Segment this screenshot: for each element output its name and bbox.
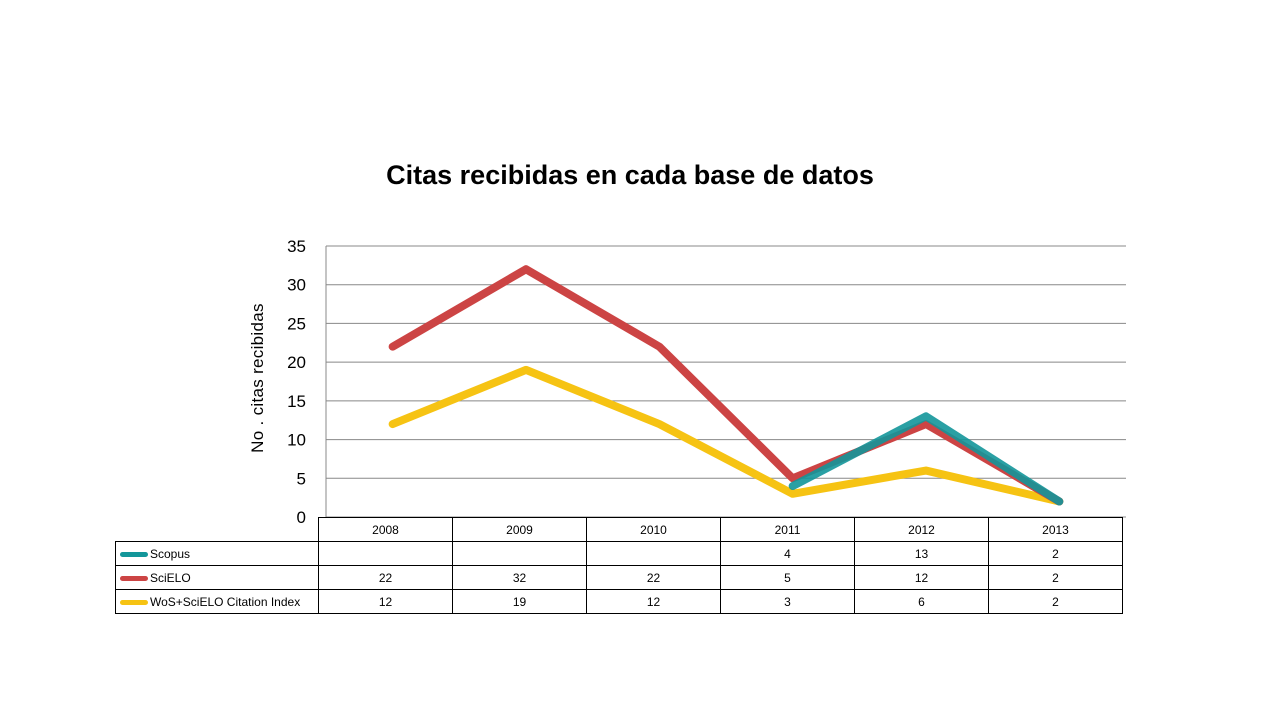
data-label: 22 bbox=[318, 565, 453, 590]
data-table: 2008 2009 2010 2011 2012 2013 Scopus 4 13 2 SciELO… bbox=[115, 517, 1123, 614]
data-label: 3 bbox=[720, 589, 855, 614]
data-label: 2 bbox=[988, 565, 1123, 590]
series-line-scopus bbox=[788, 412, 1064, 506]
legend-entry: WoS+SciELO Citation Index bbox=[115, 589, 319, 614]
series-line-scielo bbox=[388, 265, 1064, 506]
table-header-row: 2008 2009 2010 2011 2012 2013 bbox=[115, 517, 1123, 542]
y-tick-label: 25 bbox=[287, 314, 306, 333]
y-tick-label: 30 bbox=[287, 276, 306, 295]
chart-title: Citas recibidas en cada base de datos bbox=[386, 160, 874, 190]
legend-key-icon bbox=[120, 551, 148, 557]
data-label: 12 bbox=[318, 589, 453, 614]
table-corner-cell bbox=[115, 517, 319, 542]
legend-label: WoS+SciELO Citation Index bbox=[150, 594, 301, 609]
data-label: 4 bbox=[720, 541, 855, 566]
legend-key-icon bbox=[120, 575, 148, 581]
legend-key-icon bbox=[120, 599, 148, 605]
data-label: 32 bbox=[452, 565, 587, 590]
y-tick-label: 15 bbox=[287, 392, 306, 411]
x-tick-label: 2010 bbox=[586, 517, 721, 542]
legend-entry: SciELO bbox=[115, 565, 319, 590]
table-row: Scopus 4 13 2 bbox=[115, 541, 1123, 566]
data-label: 2 bbox=[988, 589, 1123, 614]
table-row: SciELO 22 32 22 5 12 2 bbox=[115, 565, 1123, 590]
y-tick-label: 20 bbox=[287, 353, 306, 372]
y-tick-label: 35 bbox=[287, 237, 306, 256]
data-label: 5 bbox=[720, 565, 855, 590]
data-label: 22 bbox=[586, 565, 721, 590]
series-line-wos-scielo-citation-index bbox=[388, 365, 1064, 506]
series-lines bbox=[388, 265, 1064, 506]
x-tick-label: 2011 bbox=[720, 517, 855, 542]
legend-entry: Scopus bbox=[115, 541, 319, 566]
legend-label: Scopus bbox=[150, 546, 191, 561]
x-tick-label: 2008 bbox=[318, 517, 453, 542]
data-label: 12 bbox=[586, 589, 721, 614]
y-tick-label: 5 bbox=[297, 469, 306, 488]
data-label: 2 bbox=[988, 541, 1123, 566]
legend-label: SciELO bbox=[150, 570, 191, 585]
x-tick-label: 2013 bbox=[988, 517, 1123, 542]
data-label: 13 bbox=[854, 541, 989, 566]
y-tick-label: 10 bbox=[287, 431, 306, 450]
data-label: 19 bbox=[452, 589, 587, 614]
y-axis-label: No . citas recibidas bbox=[248, 303, 267, 453]
data-label: 6 bbox=[854, 589, 989, 614]
table-row: WoS+SciELO Citation Index 12 19 12 3 6 2 bbox=[115, 589, 1123, 614]
x-tick-label: 2009 bbox=[452, 517, 587, 542]
gridlines bbox=[326, 245, 1126, 518]
x-tick-label: 2012 bbox=[854, 517, 989, 542]
data-label bbox=[452, 541, 587, 566]
data-label bbox=[586, 541, 721, 566]
data-label: 12 bbox=[854, 565, 989, 590]
data-label bbox=[318, 541, 453, 566]
